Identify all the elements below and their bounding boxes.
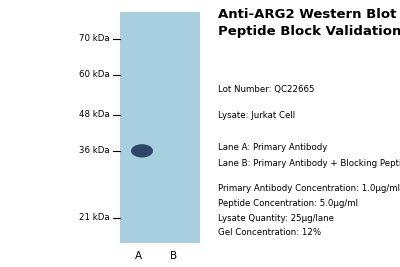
Text: 70 kDa: 70 kDa [79, 34, 110, 43]
Text: Lot Number: QC22665: Lot Number: QC22665 [218, 85, 314, 95]
Text: Primary Antibody Concentration: 1.0μg/ml: Primary Antibody Concentration: 1.0μg/ml [218, 184, 400, 193]
Text: Lane B: Primary Antibody + Blocking Peptide: Lane B: Primary Antibody + Blocking Pept… [218, 159, 400, 168]
Ellipse shape [131, 144, 153, 158]
Bar [120, 12, 200, 243]
Text: 21 kDa: 21 kDa [79, 213, 110, 222]
Text: 60 kDa: 60 kDa [79, 70, 110, 79]
Text: Lane A: Primary Antibody: Lane A: Primary Antibody [218, 143, 327, 152]
Text: Lysate: Jurkat Cell: Lysate: Jurkat Cell [218, 111, 295, 120]
Text: Gel Concentration: 12%: Gel Concentration: 12% [218, 228, 321, 237]
Text: 48 kDa: 48 kDa [79, 110, 110, 119]
Text: A: A [134, 251, 142, 261]
Text: 36 kDa: 36 kDa [79, 146, 110, 155]
Text: Anti-ARG2 Western Blot &
Peptide Block Validation: Anti-ARG2 Western Blot & Peptide Block V… [218, 8, 400, 37]
Text: Peptide Concentration: 5.0μg/ml: Peptide Concentration: 5.0μg/ml [218, 199, 358, 208]
Text: Lysate Quantity: 25μg/lane: Lysate Quantity: 25μg/lane [218, 214, 334, 223]
Text: B: B [170, 251, 178, 261]
